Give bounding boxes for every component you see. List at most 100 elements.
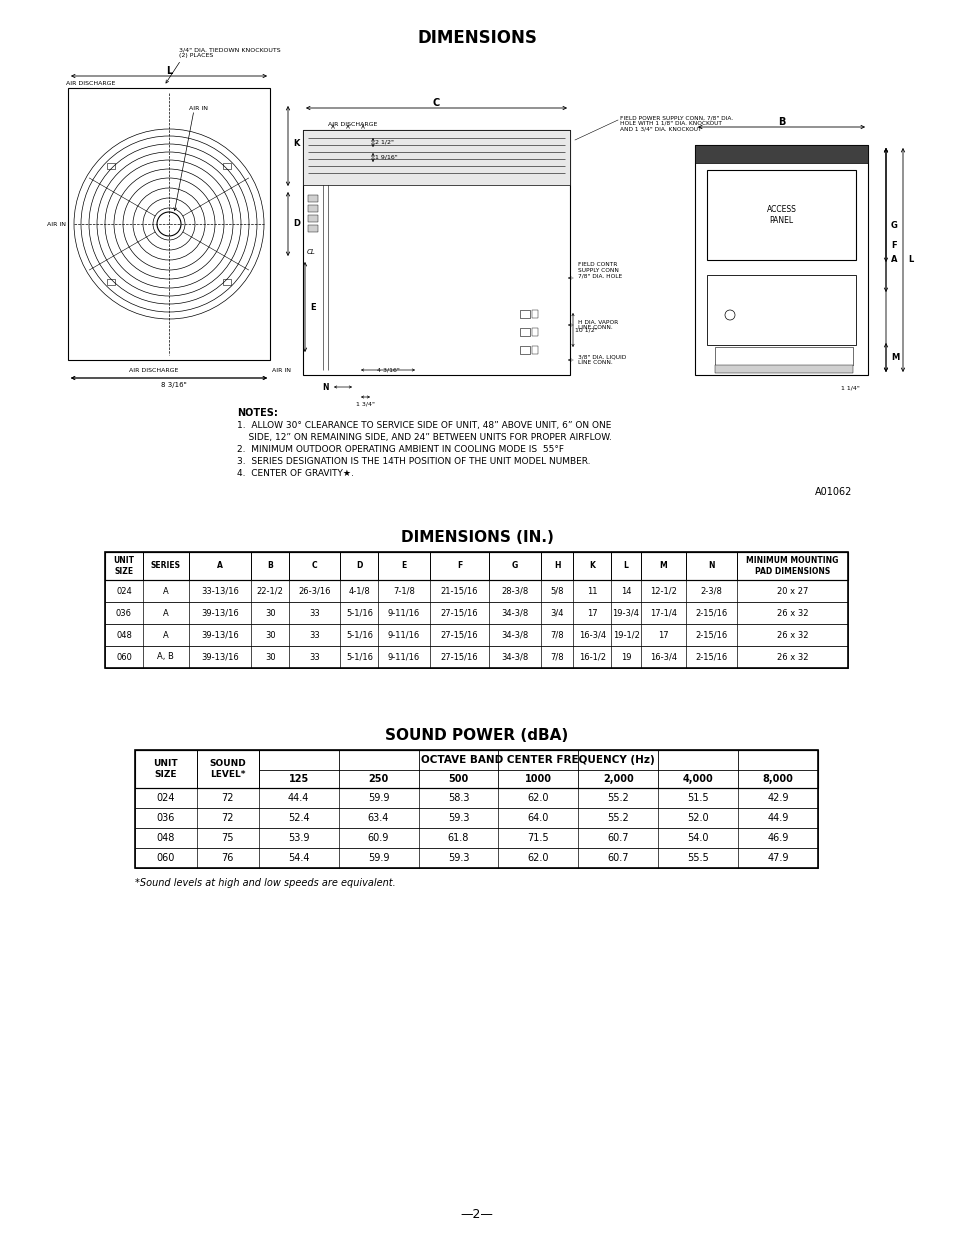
Text: 26-3/16: 26-3/16 [298, 587, 331, 595]
Text: 1 3/4": 1 3/4" [356, 401, 375, 406]
Text: 9-11/16: 9-11/16 [388, 609, 419, 618]
Bar [107, 163, 115, 169]
Text: 21-15/16: 21-15/16 [440, 587, 477, 595]
Text: 17-1/4: 17-1/4 [649, 609, 676, 618]
Text: 60.7: 60.7 [607, 853, 628, 863]
Text: 72: 72 [221, 813, 233, 823]
Bar [303, 130, 569, 185]
Text: 1.  ALLOW 30° CLEARANCE TO SERVICE SIDE OF UNIT, 48” ABOVE UNIT, 6” ON ONE: 1. ALLOW 30° CLEARANCE TO SERVICE SIDE O… [236, 421, 611, 430]
Text: CL: CL [306, 249, 315, 256]
Text: L: L [166, 65, 172, 77]
Bar [695, 144, 867, 163]
Text: A: A [217, 562, 223, 571]
Text: 30: 30 [265, 652, 275, 662]
Text: UNIT
SIZE: UNIT SIZE [153, 760, 178, 779]
Text: DIMENSIONS (IN.): DIMENSIONS (IN.) [400, 530, 553, 545]
Bar [303, 130, 569, 375]
Text: 4.  CENTER OF GRAVITY★.: 4. CENTER OF GRAVITY★. [236, 469, 354, 478]
Bar [105, 552, 847, 668]
Text: 62.0: 62.0 [527, 793, 549, 803]
Text: FIELD POWER SUPPLY CONN, 7/8" DIA.
HOLE WITH 1 1/8" DIA. KNOCKOUT
AND 1 3/4" DIA: FIELD POWER SUPPLY CONN, 7/8" DIA. HOLE … [619, 115, 732, 132]
Text: G: G [512, 562, 517, 571]
Text: 1000: 1000 [524, 774, 551, 784]
Text: 3/8" DIA. LIQUID
LINE CONN.: 3/8" DIA. LIQUID LINE CONN. [578, 354, 625, 366]
Text: 024: 024 [116, 587, 132, 595]
Text: 52.4: 52.4 [288, 813, 309, 823]
Text: 26 x 32: 26 x 32 [776, 609, 807, 618]
Text: 54.4: 54.4 [288, 853, 309, 863]
Text: 59.9: 59.9 [368, 853, 389, 863]
Text: 5/8: 5/8 [550, 587, 563, 595]
Text: 500: 500 [448, 774, 468, 784]
Text: F: F [456, 562, 461, 571]
Text: A, B: A, B [157, 652, 174, 662]
Text: 54.0: 54.0 [687, 832, 708, 844]
Text: 39-13/16: 39-13/16 [201, 631, 238, 640]
Text: 048: 048 [116, 631, 132, 640]
Text: 10 1/2": 10 1/2" [575, 327, 598, 332]
Text: 39-13/16: 39-13/16 [201, 609, 238, 618]
Text: AIR DISCHARGE: AIR DISCHARGE [328, 122, 377, 127]
Text: 2 1/2": 2 1/2" [375, 140, 394, 144]
Bar [308, 225, 317, 232]
Text: M: M [890, 353, 899, 362]
Text: 55.5: 55.5 [686, 853, 708, 863]
Text: 16-3/4: 16-3/4 [578, 631, 605, 640]
Text: 59.9: 59.9 [368, 793, 389, 803]
Text: DIMENSIONS: DIMENSIONS [416, 28, 537, 47]
Text: 22-1/2: 22-1/2 [256, 587, 283, 595]
Text: 17: 17 [586, 609, 597, 618]
Text: L: L [907, 256, 912, 264]
Text: 11: 11 [586, 587, 597, 595]
Text: M: M [659, 562, 666, 571]
Text: SOUND POWER (dBA): SOUND POWER (dBA) [385, 727, 568, 743]
Text: 59.3: 59.3 [447, 813, 469, 823]
Text: A01062: A01062 [814, 487, 851, 496]
Bar [135, 750, 817, 868]
Text: 060: 060 [116, 652, 132, 662]
Text: 20 x 27: 20 x 27 [776, 587, 807, 595]
Text: 46.9: 46.9 [766, 832, 788, 844]
Text: 1 1/4": 1 1/4" [841, 385, 859, 390]
Text: 33: 33 [309, 609, 320, 618]
Text: 3/4: 3/4 [550, 609, 563, 618]
Text: AIR DISCHARGE: AIR DISCHARGE [130, 368, 178, 373]
Text: 26 x 32: 26 x 32 [776, 631, 807, 640]
Text: 55.2: 55.2 [607, 813, 628, 823]
Bar [223, 163, 231, 169]
Text: G: G [890, 221, 897, 230]
Text: 4 3/16": 4 3/16" [376, 367, 399, 372]
Text: 14: 14 [620, 587, 631, 595]
Text: H: H [553, 562, 559, 571]
Text: C: C [312, 562, 317, 571]
Text: 036: 036 [156, 813, 175, 823]
Text: 61.8: 61.8 [447, 832, 469, 844]
Text: 76: 76 [221, 853, 233, 863]
Bar [706, 170, 855, 261]
Text: 2-15/16: 2-15/16 [695, 652, 727, 662]
Text: 39-13/16: 39-13/16 [201, 652, 238, 662]
Text: —2—: —2— [460, 1209, 493, 1221]
Text: K: K [293, 138, 299, 147]
Text: 58.3: 58.3 [447, 793, 469, 803]
Text: 7-1/8: 7-1/8 [393, 587, 415, 595]
Text: 28-3/8: 28-3/8 [501, 587, 528, 595]
Text: L: L [623, 562, 628, 571]
Text: 7/8: 7/8 [550, 631, 563, 640]
Bar [532, 346, 537, 354]
Text: 9-11/16: 9-11/16 [388, 652, 419, 662]
Text: MINIMUM MOUNTING
PAD DIMENSIONS: MINIMUM MOUNTING PAD DIMENSIONS [745, 556, 838, 576]
Text: 17: 17 [658, 631, 668, 640]
Text: 63.4: 63.4 [368, 813, 389, 823]
Text: AIR IN: AIR IN [189, 105, 208, 110]
Text: 27-15/16: 27-15/16 [440, 652, 477, 662]
Text: ACCESS
PANEL: ACCESS PANEL [766, 205, 796, 225]
Text: 44.9: 44.9 [766, 813, 788, 823]
Text: 34-3/8: 34-3/8 [501, 652, 528, 662]
Text: 3.  SERIES DESIGNATION IS THE 14TH POSITION OF THE UNIT MODEL NUMBER.: 3. SERIES DESIGNATION IS THE 14TH POSITI… [236, 457, 590, 466]
Text: 16-1/2: 16-1/2 [578, 652, 605, 662]
Bar [714, 347, 852, 366]
Text: SOUND
LEVEL*: SOUND LEVEL* [210, 760, 246, 779]
Text: A: A [890, 256, 897, 264]
Text: E: E [310, 303, 315, 311]
